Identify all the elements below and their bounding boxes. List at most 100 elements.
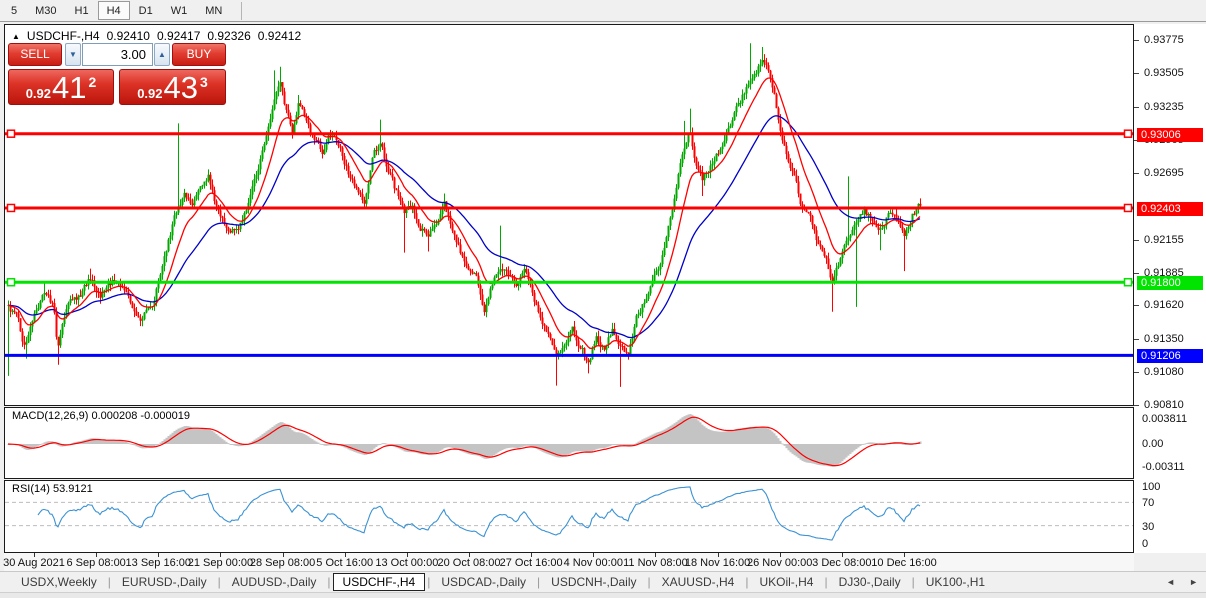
candle-body: [239, 222, 242, 230]
candle-body: [49, 295, 52, 303]
chart-tab-xauusd-h4[interactable]: XAUUSD-,H4: [661, 575, 735, 589]
buy-price-panel[interactable]: 0.92 43 3: [119, 69, 226, 105]
candle-body: [275, 91, 278, 100]
macd-histogram-bar: [115, 440, 118, 444]
candle-body: [33, 313, 36, 322]
candle-body: [887, 213, 890, 218]
sell-price-panel[interactable]: 0.92 41 2: [8, 69, 114, 105]
macd-histogram-bar: [291, 430, 294, 444]
line-handle-marker[interactable]: [6, 203, 16, 213]
candle-body: [337, 140, 340, 146]
tab-separator: |: [824, 575, 828, 589]
tab-scroll-left-arrow[interactable]: ◄: [1166, 577, 1176, 587]
chart-tab-usdchf-h4[interactable]: USDCHF-,H4: [332, 573, 426, 591]
timeframe-button-w1[interactable]: W1: [170, 5, 188, 17]
macd-histogram-bar: [455, 444, 458, 450]
macd-histogram-bar: [269, 428, 272, 444]
macd-histogram-bar: [121, 441, 124, 444]
line-handle-marker[interactable]: [1123, 277, 1133, 287]
chart-tab-dj30-daily[interactable]: DJ30-,Daily: [838, 575, 901, 589]
time-axis[interactable]: 30 Aug 2021 6 Sep 08:00 13 Sep 16:00 21 Sep…: [3, 553, 1134, 571]
candle-body: [603, 346, 606, 350]
macd-histogram-bar: [227, 443, 230, 445]
volume-decrease-button[interactable]: ▼: [65, 43, 81, 66]
macd-histogram-bar: [869, 442, 872, 444]
macd-histogram-bar: [373, 444, 376, 449]
candle-body: [221, 216, 224, 218]
macd-histogram-bar: [283, 423, 286, 444]
candle-body: [919, 203, 922, 206]
chart-tab-ukoil-h4[interactable]: UKOil-,H4: [759, 575, 814, 589]
chart-tab-audusd-daily[interactable]: AUDUSD-,Daily: [231, 575, 317, 589]
macd-histogram-bar: [409, 444, 412, 453]
macd-histogram-bar: [687, 414, 690, 444]
chart-tab-eurusd-daily[interactable]: EURUSD-,Daily: [121, 575, 207, 589]
timeframe-button-mn[interactable]: MN: [205, 5, 223, 17]
timeframe-button-d1[interactable]: D1: [138, 5, 153, 17]
macd-histogram-bar: [101, 440, 104, 444]
line-handle-marker[interactable]: [6, 277, 16, 287]
candle-body: [245, 210, 248, 213]
macd-histogram-bar: [739, 428, 742, 444]
candle-body: [399, 195, 402, 202]
candle-body: [807, 212, 810, 214]
buy-button[interactable]: BUY: [172, 43, 226, 66]
volume-increase-button[interactable]: ▲: [154, 43, 170, 66]
candle-body: [359, 192, 362, 195]
candle-body: [729, 125, 732, 128]
price-tick-mark: [1134, 173, 1139, 174]
candle-body: [145, 309, 148, 313]
macd-histogram-bar: [73, 442, 76, 444]
expand-icon[interactable]: ▲: [12, 31, 20, 41]
candle-body: [355, 185, 358, 189]
candle-body: [659, 264, 662, 270]
candle-body: [701, 171, 704, 181]
candle-body: [215, 201, 218, 206]
macd-histogram-bar: [487, 444, 490, 459]
macd-histogram-bar: [111, 440, 114, 444]
volume-input[interactable]: [82, 43, 153, 66]
macd-canvas[interactable]: [5, 408, 1133, 478]
price-axis[interactable]: 0.937750.935050.932350.929650.926950.921…: [1134, 24, 1206, 553]
candle-body: [125, 290, 128, 293]
line-handle-marker[interactable]: [6, 129, 16, 138]
main-chart-canvas[interactable]: [5, 25, 1133, 405]
line-handle-marker[interactable]: [1123, 129, 1133, 138]
candle-body: [177, 206, 180, 213]
candle-body: [487, 297, 490, 305]
timeframe-button-h1[interactable]: H1: [74, 5, 89, 17]
chart-tab-usdcnh-daily[interactable]: USDCNH-,Daily: [551, 575, 637, 589]
chart-tab-uk100-h1[interactable]: UK100-,H1: [925, 575, 986, 589]
rsi-canvas[interactable]: [5, 481, 1133, 552]
macd-histogram-bar: [535, 444, 538, 449]
macd-histogram-bar: [417, 444, 420, 454]
candle-body: [59, 334, 62, 346]
timeframe-button-5[interactable]: 5: [11, 5, 18, 17]
tab-scroll-right-arrow[interactable]: ►: [1189, 577, 1198, 587]
candle-body: [555, 349, 558, 355]
line-handle-marker[interactable]: [1123, 203, 1133, 213]
rsi-scale-70: 70: [1142, 497, 1155, 509]
candle-body: [47, 294, 50, 296]
macd-histogram-bar: [899, 443, 902, 445]
macd-histogram-bar: [555, 444, 558, 458]
price-tick-mark: [1134, 73, 1139, 75]
candle-body: [137, 315, 140, 318]
candle-body: [81, 290, 84, 297]
macd-histogram-bar: [787, 444, 790, 451]
candle-body: [35, 310, 38, 314]
macd-histogram-bar: [467, 444, 470, 455]
candle-body: [489, 288, 492, 298]
macd-histogram-bar: [781, 443, 784, 445]
chart-tab-usdx-weekly[interactable]: USDX,Weekly: [21, 575, 97, 589]
macd-histogram-bar: [465, 444, 468, 454]
macd-histogram-bar: [551, 444, 554, 456]
macd-histogram-bar: [715, 431, 718, 444]
chart-tab-usdcad-daily[interactable]: USDCAD-,Daily: [441, 575, 527, 589]
timeframe-button-h4[interactable]: H4: [97, 1, 130, 20]
macd-histogram-bar: [801, 444, 804, 461]
timeframe-button-m30[interactable]: M30: [35, 5, 57, 17]
candle-body: [825, 255, 828, 259]
candle-body: [395, 188, 398, 191]
sell-button[interactable]: SELL: [8, 43, 62, 66]
